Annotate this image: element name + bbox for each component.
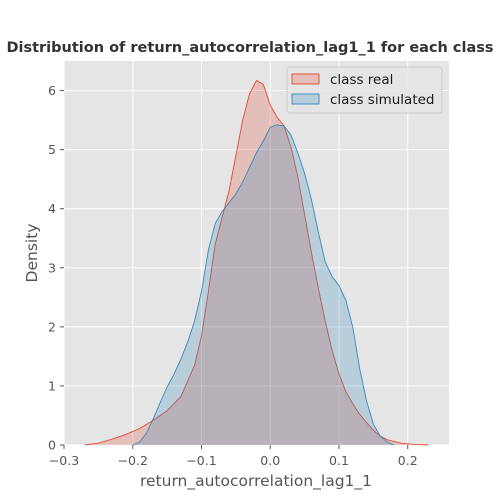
grid-lines <box>63 61 449 446</box>
x-tick-label: −0.3 <box>49 453 79 468</box>
x-tick-label: −0.2 <box>118 453 148 468</box>
y-tick-label: 3 <box>48 260 56 275</box>
y-axis-label: Density <box>23 224 41 283</box>
legend-label: class simulated <box>330 92 435 108</box>
x-tick-label: 0.2 <box>398 453 418 468</box>
x-tick-label: 0.1 <box>329 453 349 468</box>
chart-title: Distribution of return_autocorrelation_l… <box>6 40 493 56</box>
series-line-1 <box>132 124 395 446</box>
series-area-0 <box>84 80 429 445</box>
y-tick-label: 6 <box>48 83 56 98</box>
density-areas <box>84 79 429 446</box>
plot-area <box>64 61 449 445</box>
series-area-1 <box>132 124 395 446</box>
legend-swatch <box>291 73 320 85</box>
x-axis-label: return_autocorrelation_lag1_1 <box>140 472 372 491</box>
y-tick-label: 5 <box>48 142 56 157</box>
y-tick-label: 0 <box>48 438 56 453</box>
legend-label: class real <box>330 72 393 88</box>
x-tick-label: −0.1 <box>186 453 216 468</box>
y-tick-label: 1 <box>48 378 56 393</box>
legend: class real class simulated <box>286 66 443 114</box>
y-tick-label: 4 <box>48 201 56 216</box>
x-axis-ticks: −0.3 −0.2 −0.1 0.0 0.1 0.2 <box>49 445 418 468</box>
legend-box <box>286 66 443 114</box>
series-line-0 <box>84 79 429 446</box>
x-tick-label: 0.0 <box>260 453 280 468</box>
y-tick-label: 2 <box>48 319 56 334</box>
legend-swatch <box>291 93 320 105</box>
y-axis-ticks: 0 1 2 3 4 5 6 <box>48 83 64 453</box>
